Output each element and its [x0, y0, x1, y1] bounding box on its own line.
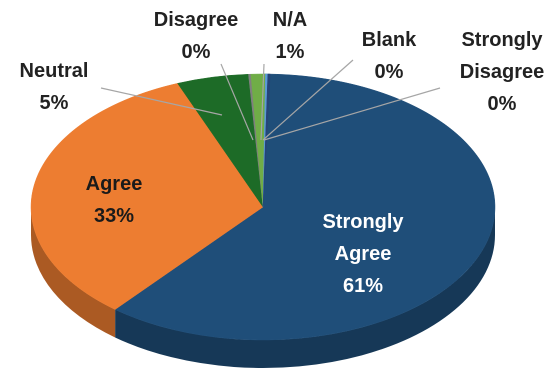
pie-side-layer	[31, 207, 495, 368]
leader-line-blank	[262, 59, 354, 141]
label-category: Agree	[86, 173, 143, 195]
data-label-strongly-agree: Strongly Agree 61%	[322, 211, 404, 297]
label-category: Blank	[362, 29, 417, 51]
pie-side-agree	[31, 207, 116, 338]
label-percent: 5%	[40, 92, 69, 114]
pie-slice-strongly-agree	[114, 73, 496, 341]
leader-line-n-a	[260, 63, 265, 141]
pie-top-layer	[30, 73, 496, 341]
label-category: Strongly	[461, 29, 543, 51]
label-percent: 61%	[343, 275, 383, 297]
data-label-disagree: Disagree 0%	[154, 9, 239, 63]
data-label-strongly-disagree: Strongly Disagree 0%	[460, 29, 545, 115]
pie-slice-agree	[30, 83, 264, 310]
label-percent: 0%	[182, 41, 211, 63]
label-percent: 1%	[276, 41, 305, 63]
label-category: Neutral	[20, 60, 89, 82]
label-category: N/A	[273, 9, 307, 31]
data-label-neutral: Neutral 5%	[20, 60, 89, 114]
leader-line-strongly-disagree	[263, 87, 441, 141]
data-label-agree: Agree 33%	[86, 173, 143, 227]
label-percent: 0%	[488, 93, 517, 115]
label-category: Strongly	[322, 211, 404, 233]
leader-lines	[100, 59, 441, 141]
leader-line-disagree	[220, 63, 254, 141]
label-category: Disagree	[154, 9, 239, 31]
label-percent: 0%	[375, 61, 404, 83]
pie-slice-strongly-disagree	[262, 73, 271, 208]
data-label-blank: Blank 0%	[362, 29, 417, 83]
label-category: Agree	[335, 243, 392, 265]
leader-line-neutral	[100, 87, 223, 116]
label-category: Disagree	[460, 61, 545, 83]
pie-side-strongly-agree	[115, 207, 495, 368]
label-percent: 33%	[94, 205, 134, 227]
slice-labels: Strongly Agree 61% Agree 33% Neutral 5% Disagre…	[20, 9, 545, 297]
data-label-n-a: N/A 1%	[273, 9, 307, 63]
